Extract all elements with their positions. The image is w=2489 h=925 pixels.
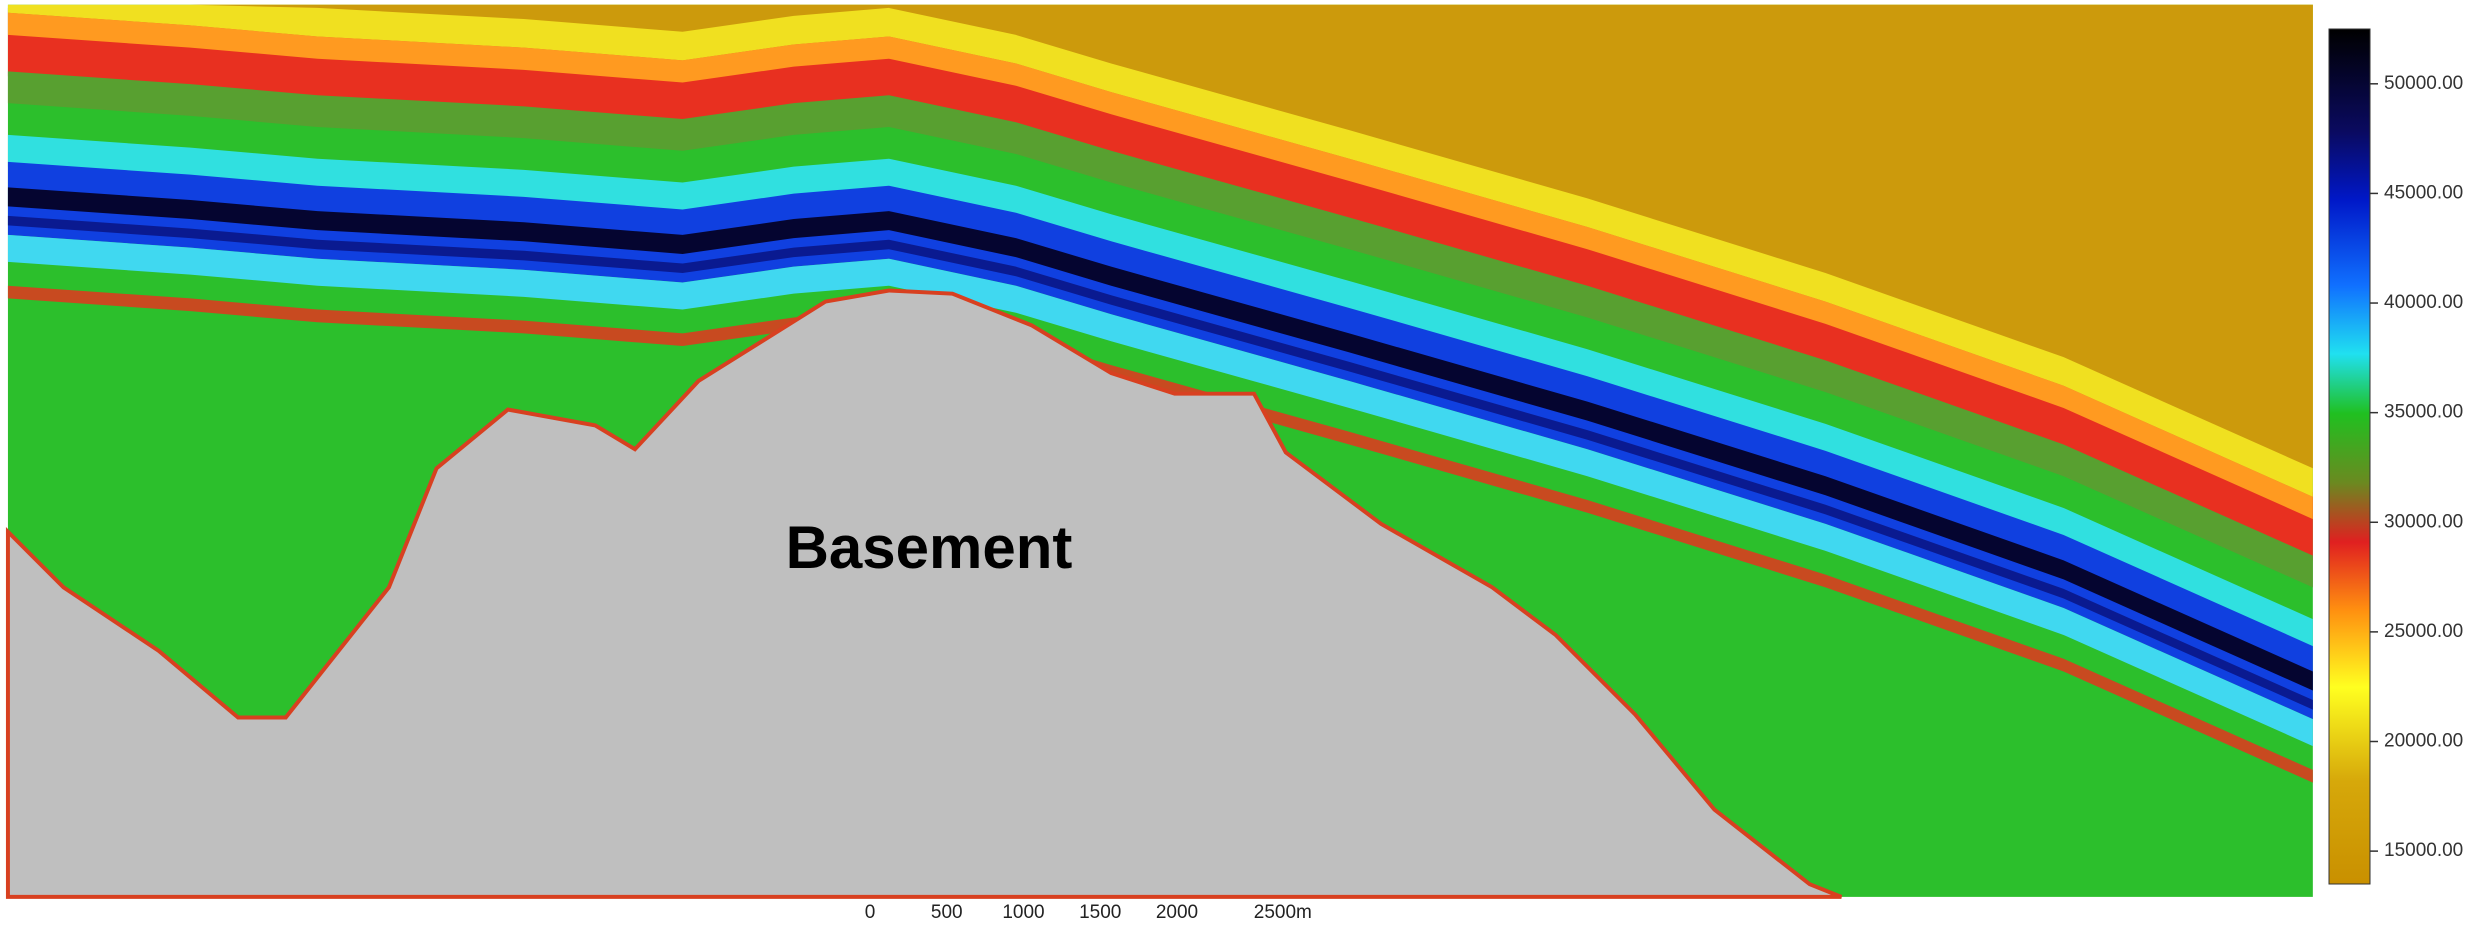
colorbar-tick-label: 20000.00 [2384,731,2463,752]
scale-bar-label: 1000 [1002,902,1044,923]
scale-bar: 0 500 1000 1500 2000 2500m [865,902,1312,923]
page: Basement 50000.00 45000.00 40000.00 35000.0… [0,0,2489,925]
colorbar-tick-label: 30000.00 [2384,511,2463,532]
seismic-section [8,5,2313,897]
scale-bar-label: 2000 [1156,902,1198,923]
colorbar-tick-label: 15000.00 [2384,840,2463,861]
basement-label: Basement [786,514,1073,581]
scale-bar-label: 2500m [1254,902,1312,923]
colorbar-tick-label: 25000.00 [2384,621,2463,642]
scale-bar-label: 0 [865,902,876,923]
colorbar-tick-label: 50000.00 [2384,73,2463,94]
colorbar-tick-label: 35000.00 [2384,402,2463,423]
scale-bar-label: 500 [931,902,963,923]
colorbar-tick-label: 40000.00 [2384,292,2463,313]
colorbar-tick-label: 45000.00 [2384,182,2463,203]
colorbar [2329,29,2370,884]
colorbar-ticks: 50000.00 45000.00 40000.00 35000.00 30000.00… [2370,73,2463,861]
scale-bar-label: 1500 [1079,902,1121,923]
